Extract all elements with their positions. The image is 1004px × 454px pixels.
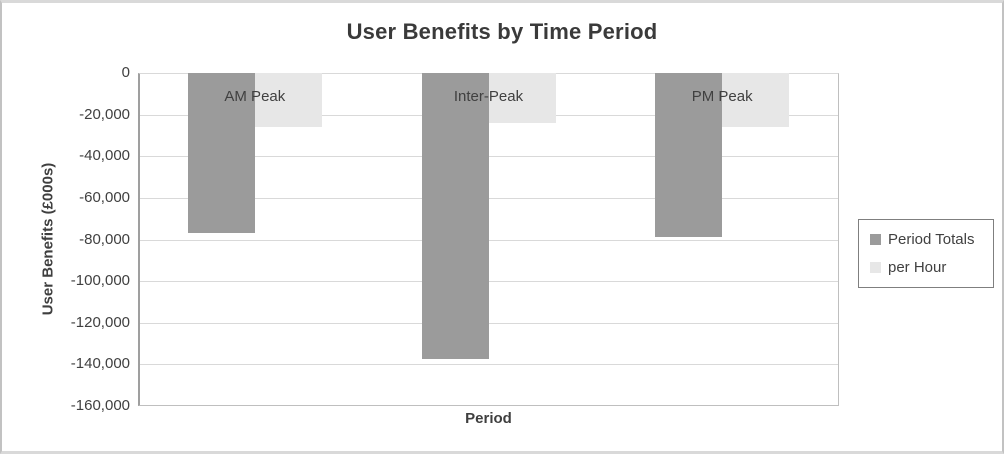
bar-per-hour-inter-peak — [488, 73, 556, 123]
plot-area — [138, 73, 839, 406]
legend-label: per Hour — [888, 259, 947, 276]
bar-per-hour-am-peak — [254, 73, 322, 128]
gridline — [140, 281, 838, 283]
bar-period-totals-pm-peak — [655, 73, 723, 238]
gridline — [140, 364, 838, 366]
y-tick-label: -100,000 — [70, 272, 130, 290]
y-tick-label: -160,000 — [70, 397, 130, 414]
gridline — [140, 197, 838, 199]
y-tick-label: -120,000 — [70, 313, 130, 331]
x-axis-title: Period — [465, 410, 512, 427]
y-tick-label: -40,000 — [79, 147, 130, 165]
y-tick-label: -20,000 — [79, 105, 130, 123]
y-tick-label: -80,000 — [79, 230, 130, 248]
legend-label: Period Totals — [888, 231, 975, 248]
bar-period-totals-inter-peak — [421, 73, 489, 360]
legend: Period Totals per Hour — [858, 219, 994, 288]
legend-item-period-totals: Period Totals — [870, 231, 993, 248]
y-tick-label: -60,000 — [79, 188, 130, 206]
category-label-am-peak: AM Peak — [224, 88, 286, 105]
y-tick-label: -140,000 — [70, 355, 130, 373]
gridline — [140, 322, 838, 324]
y-tick-label: 0 — [121, 64, 130, 81]
chart-title: User Benefits by Time Period — [346, 19, 658, 44]
category-label-inter-peak: Inter-Peak — [453, 88, 524, 105]
legend-swatch-icon — [870, 234, 881, 245]
legend-swatch-icon — [870, 262, 881, 273]
category-label-pm-peak: PM Peak — [691, 88, 753, 105]
gridline — [140, 239, 838, 241]
bar-period-totals-am-peak — [187, 73, 255, 234]
y-axis-title: User Benefits (£000s) — [39, 162, 57, 316]
legend-item-per-hour: per Hour — [870, 259, 993, 276]
bar-per-hour-pm-peak — [722, 73, 790, 127]
gridline — [140, 156, 838, 158]
